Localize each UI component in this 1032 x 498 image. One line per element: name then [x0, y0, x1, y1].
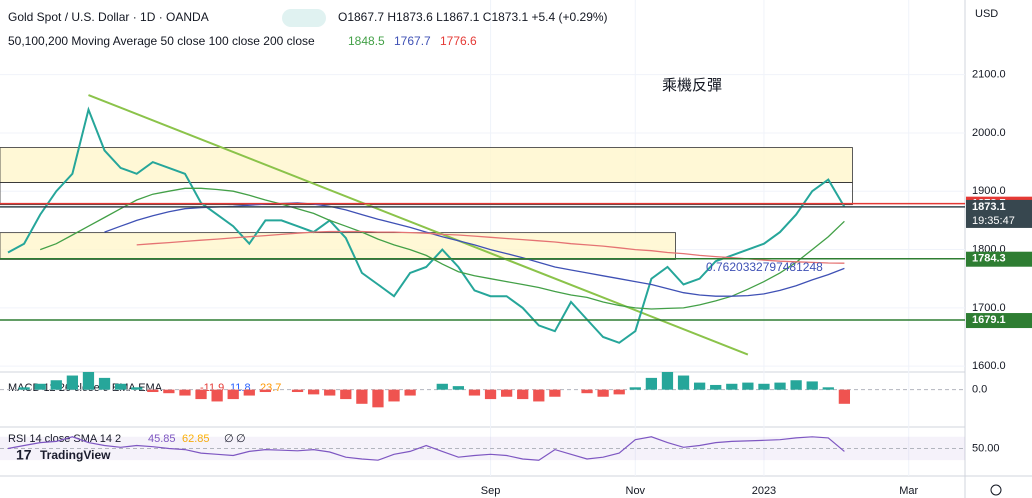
macd-bar [661, 372, 674, 390]
macd-bar [307, 389, 320, 395]
macd-bar [243, 389, 255, 396]
macd-bar [726, 383, 738, 390]
zone [0, 147, 853, 183]
rsi-band [0, 436, 965, 461]
macd-bar [163, 389, 175, 394]
rsi-label: 62.85 [182, 433, 210, 445]
y-tick-label: 1900.0 [972, 185, 1006, 197]
price-badge [966, 251, 1032, 267]
moving-average [136, 230, 845, 264]
macd-bar [517, 389, 529, 400]
macd-bar [291, 389, 304, 393]
macd-bar [500, 389, 513, 397]
macd-bar [50, 380, 62, 390]
macd-bar [34, 383, 46, 390]
settings-icon[interactable] [990, 484, 1002, 496]
macd-bar [806, 381, 818, 390]
ma-value: 1848.5 [348, 34, 385, 48]
macd-bar [533, 389, 545, 402]
macd-bar [179, 389, 191, 396]
macd-bar [693, 382, 706, 390]
x-tick-label: Mar [899, 485, 918, 497]
countdown: 19:35:47 [972, 215, 1015, 227]
macd-bar [822, 387, 834, 390]
macd-bar [18, 387, 30, 390]
price-badge-label: 1679.1 [972, 314, 1006, 326]
macd-bar [436, 383, 448, 390]
macd-bar [324, 389, 336, 396]
macd-bar [613, 389, 625, 395]
x-tick-label: Nov [626, 485, 646, 497]
macd-bar [147, 389, 159, 393]
macd-bar [372, 389, 384, 408]
macd-bar [581, 389, 593, 394]
price-line [7, 106, 846, 344]
price-badge-label: 1873.1 [972, 201, 1006, 213]
brand-logo: 17 [16, 447, 32, 463]
macd-label: 23.7 [260, 382, 281, 394]
currency[interactable]: USD [975, 8, 998, 20]
zone [0, 182, 853, 206]
rsi-label: ∅ [224, 433, 234, 445]
macd-bar [758, 383, 770, 390]
macd-bar [131, 387, 143, 390]
moving-average [39, 187, 845, 310]
macd-bar [195, 389, 207, 400]
ma-value: 1767.7 [394, 34, 431, 48]
y-tick-label: 2000.0 [972, 127, 1006, 139]
macd-bar [98, 377, 111, 390]
macd-bar [340, 389, 352, 400]
zone [0, 232, 676, 260]
rsi-line [7, 436, 845, 461]
status-pill[interactable] [282, 9, 326, 27]
macd-bar [404, 389, 416, 396]
macd-bar [549, 389, 561, 397]
macd-bar [468, 389, 481, 396]
macd-bar [259, 389, 272, 393]
x-tick-label: Sep [481, 485, 501, 497]
trendline [88, 94, 749, 356]
macd-bar [388, 389, 400, 402]
ohlc: O1867.7 H1873.6 L1867.1 C1873.1 +5.4 (+0… [338, 10, 608, 24]
symbol: Gold Spot / U.S. Dollar · 1D · OANDA [8, 10, 209, 24]
ma-title: 50,100,200 Moving Average 50 close 100 c… [8, 34, 315, 48]
macd-bar [677, 375, 690, 390]
price-badge [966, 313, 1032, 329]
price-badge-label: 1784.3 [972, 253, 1006, 265]
price-badge [966, 199, 1032, 228]
macd-bar [742, 382, 754, 390]
macd-bar [645, 377, 658, 390]
plot [0, 0, 965, 476]
ma-value: 1776.6 [440, 34, 477, 48]
y-tick-label: 1700.0 [972, 302, 1006, 314]
macd-bar [838, 389, 851, 404]
macd-bar [211, 389, 223, 402]
y-tick-label: 1600.0 [972, 360, 1006, 372]
macd-bar [114, 383, 127, 390]
y-tick-label: 2100.0 [972, 69, 1006, 81]
macd-bar [356, 389, 368, 404]
macd-bar [774, 382, 786, 390]
macd-bar [629, 387, 641, 390]
macd-bar [66, 375, 79, 390]
macd-bar [484, 389, 497, 400]
rsi-label: 45.85 [148, 433, 176, 445]
rsi-tick-label: 50.00 [972, 442, 1000, 454]
fib-label: 0.7620332797481248 [706, 260, 823, 274]
macd-tick-label: 0.0 [972, 384, 987, 396]
macd-bar [597, 389, 609, 397]
macd-bar [790, 380, 802, 390]
x-tick-label: 2023 [752, 485, 776, 497]
macd-bar [710, 384, 722, 390]
macd-bar [227, 389, 239, 400]
rsi-label: ∅ [236, 433, 246, 445]
brand: TradingView [40, 448, 111, 462]
macd-bar [452, 386, 465, 390]
annotation: 乘機反彈 [662, 77, 722, 94]
macd-bar [82, 372, 95, 390]
